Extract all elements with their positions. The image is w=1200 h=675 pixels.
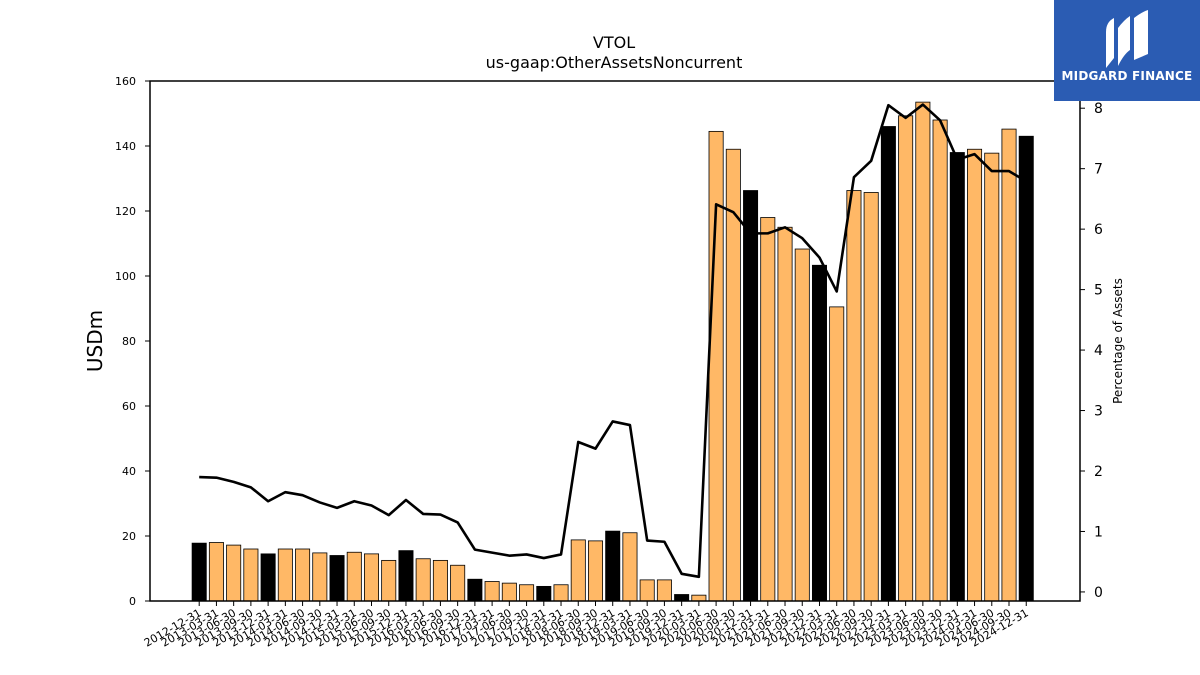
bar-2016-12-31 [467,578,483,602]
bar-2021-06-30 [777,226,793,602]
bar-2013-12-31 [260,553,276,602]
bar-2024-12-31 [1018,135,1034,602]
bar-2017-09-30 [519,584,535,602]
bar-2023-09-30 [932,119,948,602]
bar-2022-09-30 [863,192,879,602]
bar-2019-12-31 [674,594,690,602]
bar-2015-12-31 [398,550,414,602]
bar-2018-12-31 [605,530,621,602]
line-layer [199,103,1027,579]
bar-2012-12-31 [191,542,207,602]
y-tick-label: 120 [115,205,136,218]
bar-2020-12-31 [743,190,759,602]
y-tick-label: 60 [122,400,136,413]
bar-2014-09-30 [312,552,328,602]
bars [191,101,1034,602]
bar-2018-06-30 [570,539,586,602]
bar-2014-06-30 [295,548,311,602]
bar-2013-03-31 [208,542,224,602]
bar-2024-09-30 [1001,128,1017,602]
y-tick-label: 160 [115,75,136,88]
bar-2022-12-31 [880,126,896,602]
bar-2014-12-31 [329,555,345,602]
bar-2016-06-30 [432,559,448,602]
y-tick-label: 0 [129,595,136,608]
y2-axis-label: Percentage of Assets [1111,278,1125,404]
y2-tick-label: 7 [1094,162,1103,178]
bar-2017-06-30 [501,582,517,602]
brand-name: MIDGARD FINANCE [1061,69,1193,83]
bar-2021-09-30 [794,248,810,602]
bar-2015-09-30 [381,559,397,602]
bar-2023-03-31 [898,115,914,602]
bar-2021-03-31 [760,217,776,602]
bar-2014-03-31 [277,548,293,602]
chart-subtitle: us-gaap:OtherAssetsNoncurrent [486,53,743,72]
y2-tick-label: 6 [1094,222,1103,238]
bar-2017-03-31 [484,581,500,602]
y-tick-label: 140 [115,140,136,153]
bar-2022-03-31 [829,306,845,602]
chart-title: VTOL [593,33,635,52]
axes: 0204060801001201401600123456782012-12-31… [115,75,1103,650]
axis-labels: USDm Percentage of Assets [83,278,1125,404]
y2-tick-label: 1 [1094,524,1103,540]
bar-2020-03-31 [691,594,707,602]
bar-2013-06-30 [226,544,242,602]
bar-2015-03-31 [346,551,362,602]
bar-2023-06-30 [915,101,931,602]
y2-tick-label: 4 [1094,343,1103,359]
bar-2017-12-31 [536,585,552,602]
bar-2022-06-30 [846,190,862,602]
y-tick-label: 100 [115,270,136,283]
bar-2016-09-30 [450,564,466,602]
y2-tick-label: 3 [1094,404,1103,420]
bar-2021-12-31 [811,264,827,602]
bar-2018-09-30 [587,540,603,602]
midgard-logo-icon [1106,10,1148,68]
bar-2019-09-30 [656,579,672,602]
bar-2019-06-30 [639,579,655,602]
bar-2013-09-30 [243,548,259,602]
y2-tick-label: 2 [1094,464,1103,480]
brand-logo: MIDGARD FINANCE [1054,0,1200,101]
bar-2018-03-31 [553,584,569,602]
bar-2015-06-30 [363,553,379,602]
y2-tick-label: 5 [1094,283,1103,299]
y-tick-label: 40 [122,465,136,478]
y-axis-label: USDm [83,310,107,372]
y-tick-label: 20 [122,530,136,543]
y2-tick-label: 8 [1094,101,1103,117]
bar-2016-03-31 [415,558,431,602]
bar-2020-06-30 [708,130,724,602]
bar-2024-03-31 [967,148,983,602]
bar-2024-06-30 [984,152,1000,602]
bar-2023-12-31 [949,152,965,602]
y2-tick-label: 0 [1094,585,1103,601]
percentage-line [199,103,1027,579]
bar-2019-03-31 [622,532,638,602]
y-tick-label: 80 [122,335,136,348]
